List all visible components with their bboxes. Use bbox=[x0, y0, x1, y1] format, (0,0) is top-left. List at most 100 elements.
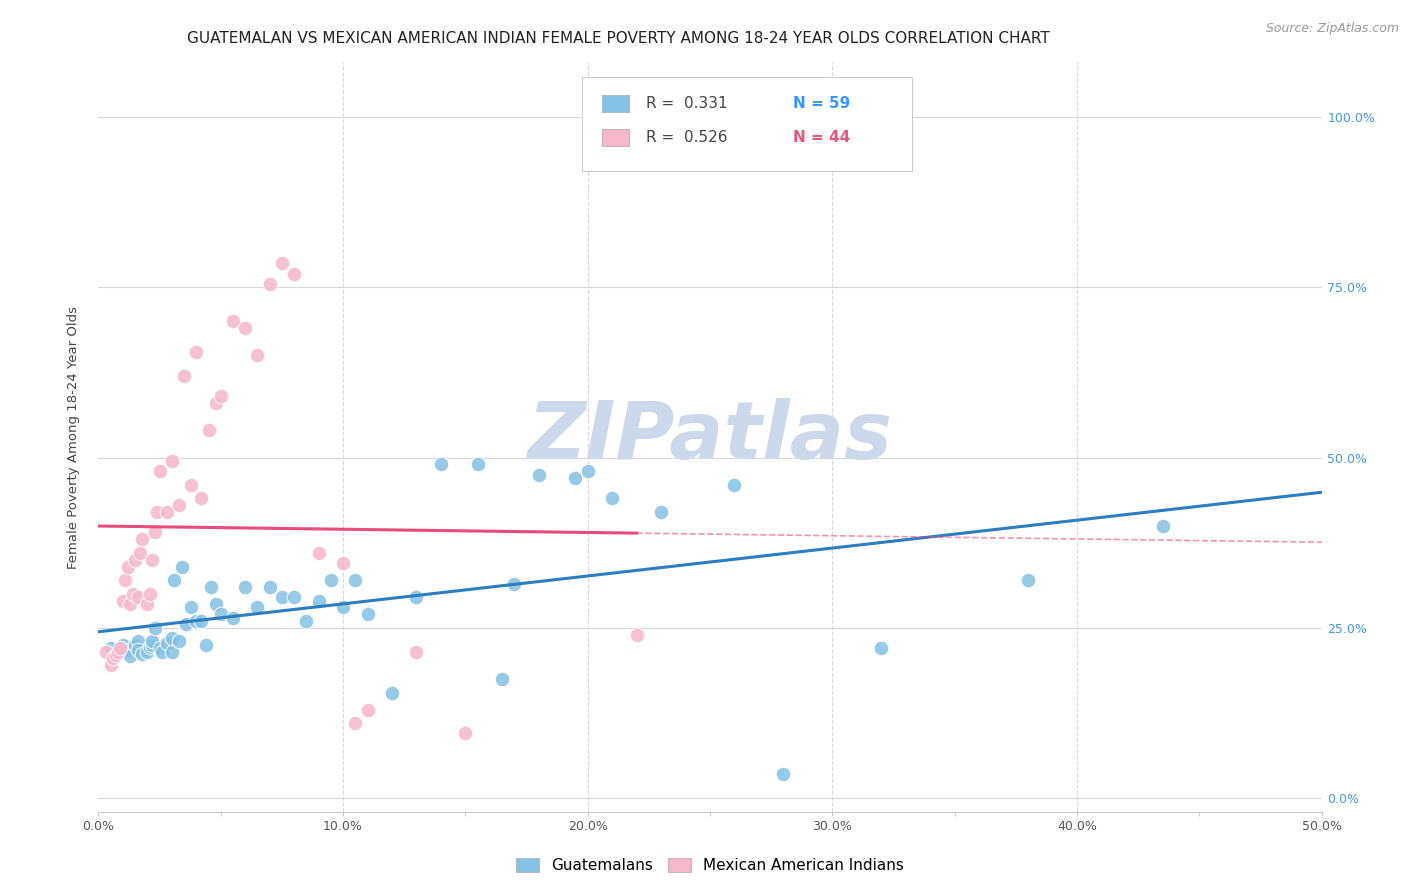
Point bbox=[141, 638, 163, 652]
Bar bbox=[602, 129, 630, 145]
Point bbox=[101, 651, 124, 665]
Point bbox=[491, 672, 513, 686]
Point bbox=[259, 277, 281, 291]
Point bbox=[131, 533, 153, 547]
Point bbox=[233, 321, 256, 335]
Point bbox=[222, 314, 245, 328]
Point bbox=[141, 634, 163, 648]
Point bbox=[576, 464, 599, 478]
Point bbox=[405, 645, 427, 659]
Text: N = 59: N = 59 bbox=[793, 96, 851, 112]
Point bbox=[332, 600, 354, 615]
Point bbox=[180, 477, 202, 491]
Point bbox=[259, 580, 281, 594]
Point bbox=[146, 505, 169, 519]
Point bbox=[167, 634, 190, 648]
Point bbox=[772, 767, 794, 781]
Point bbox=[246, 348, 269, 362]
Point bbox=[160, 631, 183, 645]
Point bbox=[870, 641, 893, 656]
Point bbox=[160, 454, 183, 468]
Point bbox=[150, 645, 173, 659]
Point bbox=[503, 576, 526, 591]
Point bbox=[156, 505, 179, 519]
Point bbox=[454, 726, 477, 740]
Point bbox=[100, 658, 122, 673]
Point bbox=[1017, 573, 1039, 587]
Point bbox=[120, 597, 142, 611]
Point bbox=[111, 593, 134, 607]
Point bbox=[176, 617, 198, 632]
Point bbox=[195, 638, 218, 652]
Point bbox=[110, 645, 132, 659]
Point bbox=[600, 491, 623, 506]
Point bbox=[127, 590, 149, 604]
Point bbox=[149, 464, 172, 478]
Point bbox=[205, 597, 228, 611]
Point bbox=[723, 477, 745, 491]
Point bbox=[160, 645, 183, 659]
Point bbox=[344, 716, 367, 731]
Point bbox=[111, 638, 134, 652]
Point bbox=[332, 556, 354, 570]
Point bbox=[209, 607, 232, 622]
Point bbox=[149, 641, 172, 656]
Point bbox=[270, 590, 294, 604]
Text: GUATEMALAN VS MEXICAN AMERICAN INDIAN FEMALE POVERTY AMONG 18-24 YEAR OLDS CORRE: GUATEMALAN VS MEXICAN AMERICAN INDIAN FE… bbox=[187, 31, 1050, 46]
Point bbox=[104, 648, 127, 662]
Point bbox=[190, 491, 212, 506]
Point bbox=[205, 396, 228, 410]
Point bbox=[100, 641, 122, 656]
Point bbox=[270, 256, 294, 270]
Point bbox=[564, 471, 586, 485]
Point bbox=[295, 614, 318, 628]
Point bbox=[143, 525, 166, 540]
Point bbox=[650, 505, 672, 519]
Point bbox=[117, 559, 139, 574]
Text: R =  0.331: R = 0.331 bbox=[647, 96, 728, 112]
Point bbox=[344, 573, 367, 587]
Point bbox=[127, 634, 149, 648]
Point bbox=[246, 600, 269, 615]
Point bbox=[114, 573, 136, 587]
Point bbox=[197, 423, 219, 437]
Point bbox=[200, 580, 222, 594]
Point bbox=[283, 590, 305, 604]
Point bbox=[143, 621, 166, 635]
Point bbox=[186, 614, 208, 628]
Text: R =  0.526: R = 0.526 bbox=[647, 130, 728, 145]
Point bbox=[180, 600, 202, 615]
Point bbox=[626, 627, 648, 641]
Point bbox=[139, 587, 162, 601]
Point bbox=[308, 593, 330, 607]
Point bbox=[190, 614, 212, 628]
Bar bbox=[602, 95, 630, 112]
Point bbox=[1152, 518, 1174, 533]
Point bbox=[356, 702, 378, 716]
Point bbox=[127, 642, 149, 657]
Point bbox=[222, 610, 245, 624]
Point bbox=[120, 649, 142, 664]
Text: Source: ZipAtlas.com: Source: ZipAtlas.com bbox=[1265, 22, 1399, 36]
Text: ZIPatlas: ZIPatlas bbox=[527, 398, 893, 476]
Point bbox=[136, 597, 159, 611]
Point bbox=[186, 345, 208, 359]
Point bbox=[136, 645, 159, 659]
Point bbox=[283, 267, 305, 281]
Legend: Guatemalans, Mexican American Indians: Guatemalans, Mexican American Indians bbox=[510, 852, 910, 879]
Point bbox=[129, 546, 152, 560]
Point bbox=[308, 546, 330, 560]
Y-axis label: Female Poverty Among 18-24 Year Olds: Female Poverty Among 18-24 Year Olds bbox=[67, 306, 80, 568]
Point bbox=[156, 636, 179, 650]
Point bbox=[117, 642, 139, 657]
Point bbox=[139, 640, 162, 654]
Point bbox=[94, 645, 117, 659]
Point bbox=[167, 498, 190, 512]
Point bbox=[163, 573, 186, 587]
Point bbox=[430, 458, 453, 472]
Point bbox=[110, 641, 132, 656]
Point bbox=[170, 559, 193, 574]
Point bbox=[173, 368, 195, 383]
Point bbox=[405, 590, 427, 604]
Point bbox=[233, 580, 256, 594]
